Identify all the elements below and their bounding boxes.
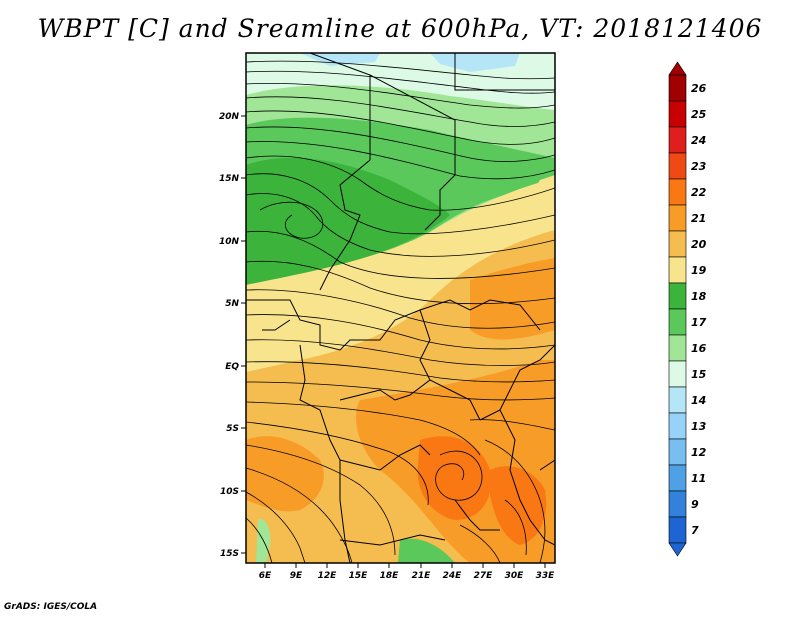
colorbar-swatch [668,74,687,102]
lon-label: 21E [412,571,432,581]
wbpt-fill-21c [246,436,324,512]
colorbar-label: 14 [691,394,706,407]
lat-label: EQ [225,362,239,372]
colorbar-swatch [668,282,687,310]
colorbar-swatch [668,100,687,128]
lat-label: 20N [219,112,240,122]
colorbar-swatch [668,516,687,544]
lat-label: 15N [219,174,240,184]
colorbar-bottom-arrow [668,542,687,557]
colorbar-label: 16 [691,342,707,355]
lon-label: 30E [505,571,525,581]
colorbar-swatch [668,178,687,206]
grads-credit: GrADS: IGES/COLA [4,602,98,612]
colorbar-swatch [668,126,687,154]
colorbar-swatch [668,334,687,362]
colorbar-swatch [668,412,687,440]
colorbar-swatch [668,490,687,518]
wbpt-fill-22b [490,466,547,545]
colorbar-swatch [668,464,687,492]
wbpt-fill-17b [398,538,455,563]
lon-label: 33E [536,571,556,581]
colorbar-swatch [668,360,687,388]
map-frame [245,52,556,564]
colorbar-label: 24 [691,134,706,147]
wbpt-fill-14 [430,53,520,72]
lat-label: 15S [220,549,239,559]
colorbar-label: 15 [691,368,707,381]
lat-label: 5S [226,424,239,434]
lat-label: 10S [220,487,239,497]
wbpt-fill-16b [256,519,271,563]
lon-axis: 6E 9E 12E 15E 18E 21E 24E 27E 30E 33E [259,563,555,581]
wbpt-fill-18 [246,157,450,285]
colorbar-label: 17 [691,316,707,329]
colorbar-label: 19 [691,264,707,277]
lon-label: 12E [318,571,338,581]
colorbar-label: 13 [691,420,707,433]
lon-label: 18E [380,571,400,581]
lat-axis: 20N 15N 10N 5N EQ 5S 10S 15S [219,112,246,559]
colorbar-swatch [668,152,687,180]
lon-label: 27E [474,571,494,581]
colorbar-label: 7 [691,524,699,537]
colorbar-label: 12 [691,446,707,459]
colorbar: 26 25 24 23 22 21 20 19 18 17 16 15 14 1… [668,61,707,557]
wbpt-fill-22c [535,175,555,218]
colorbar-swatch [668,308,687,336]
colorbar-swatch [668,386,687,414]
wbpt-fill-19 [246,178,555,372]
colorbar-swatch [668,438,687,466]
colorbar-label: 11 [691,472,706,485]
lat-label: 5N [225,299,239,309]
wbpt-fill-21b [470,258,555,340]
colorbar-label: 21 [691,212,706,225]
streamlines [246,60,555,563]
colorbar-top-arrow [668,61,687,76]
lon-label: 6E [259,571,272,581]
colorbar-label: 9 [691,498,699,511]
lon-label: 9E [290,571,303,581]
colorbar-label: 26 [691,82,707,95]
lat-label: 10N [219,237,240,247]
colorbar-label: 22 [691,186,707,199]
colorbar-swatch [668,256,687,284]
colorbar-label: 23 [691,160,707,173]
lon-label: 24E [443,571,463,581]
wbpt-shading [246,53,555,563]
colorbar-swatch [668,230,687,258]
colorbar-label: 25 [691,108,707,121]
colorbar-label: 18 [691,290,707,303]
map-title: WBPT [C] and Sreamline at 600hPa, VT: 20… [37,14,763,43]
lon-label: 15E [349,571,369,581]
colorbar-label: 20 [691,238,707,251]
country-borders [246,53,555,563]
colorbar-swatch [668,204,687,232]
